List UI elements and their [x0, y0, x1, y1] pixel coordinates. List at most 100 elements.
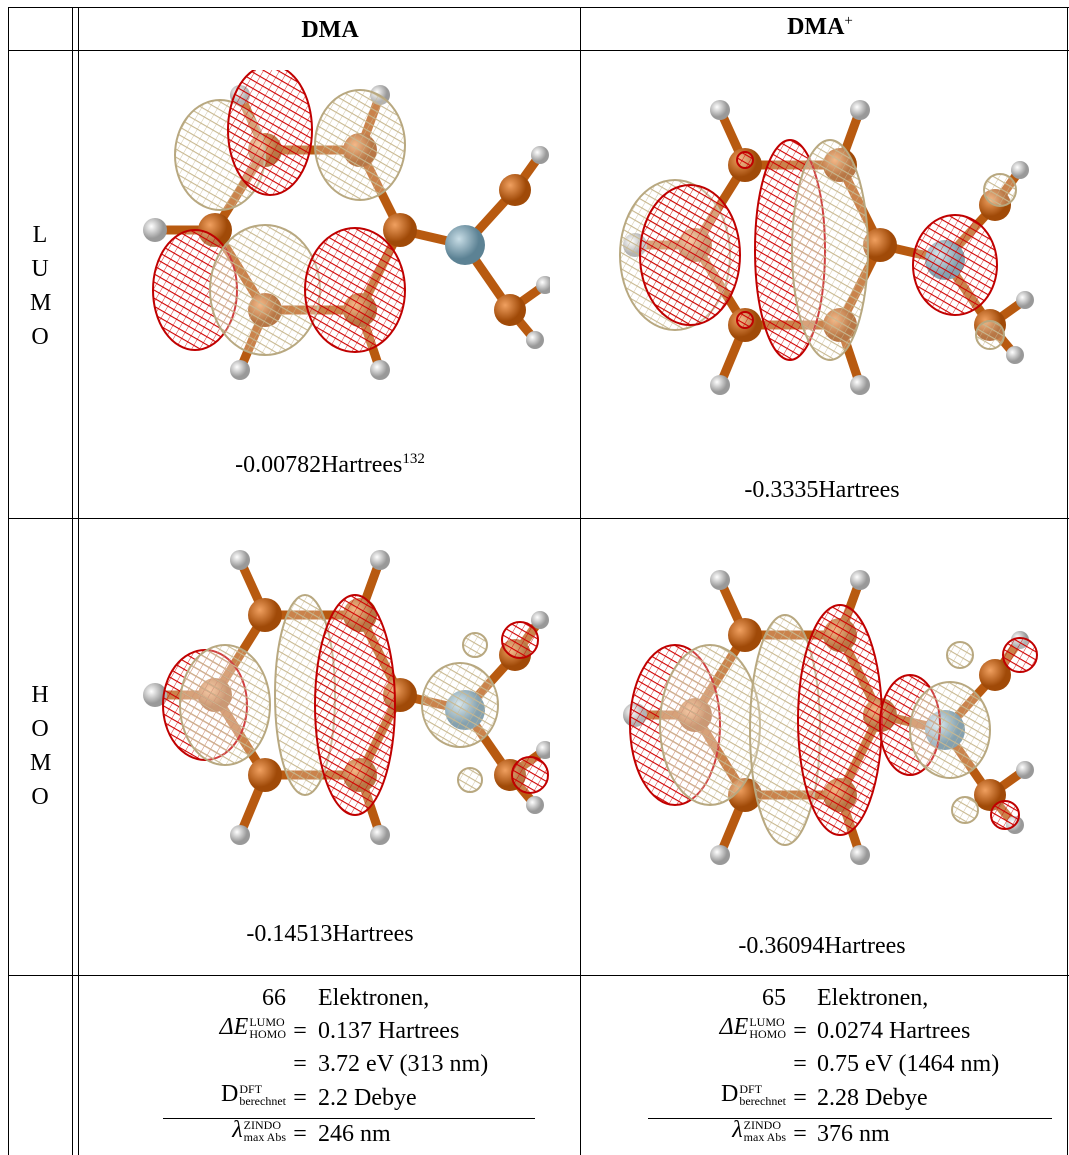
equals: = [793, 1051, 807, 1077]
atom [1006, 346, 1024, 364]
equals: = [793, 1085, 807, 1111]
value: 2.2 Debye [318, 1085, 417, 1111]
symbol-sup: DFT [239, 1082, 263, 1097]
orbital-lobe [909, 681, 991, 779]
atom [728, 618, 762, 652]
orbital-image [623, 570, 1038, 865]
symbol: ΔE LUMO HOMO [220, 1015, 286, 1040]
atom [230, 825, 250, 845]
orbital-lobe [736, 151, 754, 169]
atom [248, 758, 282, 792]
atom [1011, 161, 1029, 179]
symbol-text: λ [232, 1117, 243, 1143]
energy: -0.36094Hartrees [738, 933, 906, 959]
symbol-sub: max Abs [743, 1130, 786, 1145]
atom [370, 825, 390, 845]
atom [863, 228, 897, 262]
atom [526, 796, 544, 814]
rule [8, 50, 1069, 51]
equals: = [793, 1018, 807, 1044]
atom [248, 598, 282, 632]
rule [78, 7, 79, 1155]
atom [710, 375, 730, 395]
symbol-sup: DFT [739, 1082, 763, 1097]
orbital-lobe [951, 796, 979, 824]
energy-ref: 132 [402, 451, 425, 467]
atom [710, 570, 730, 590]
electrons-text: Elektronen, [817, 985, 929, 1011]
electrons-text: Elektronen, [318, 985, 430, 1011]
atom [531, 611, 549, 629]
orbital-lobe [501, 621, 539, 659]
rule [580, 7, 581, 1155]
symbol-text: D [221, 1081, 239, 1107]
symbol-text: ΔE [719, 1014, 749, 1040]
electrons: 65 [762, 985, 786, 1011]
atom [536, 741, 550, 759]
equals: = [793, 1121, 807, 1147]
atom [370, 360, 390, 380]
orbital-lobe [797, 604, 883, 836]
orbital-lobe [946, 641, 974, 669]
symbol-sup: ZINDO [743, 1118, 781, 1133]
orbital-lobe [421, 662, 499, 748]
atom [230, 550, 250, 570]
atom [850, 100, 870, 120]
atom [979, 659, 1011, 691]
value: 0.0274 Hartrees [817, 1018, 971, 1044]
atom [445, 225, 485, 265]
orbital-lobe [314, 594, 396, 816]
equals: = [293, 1051, 307, 1077]
atom [1016, 291, 1034, 309]
orbital-lobe [457, 767, 483, 793]
orbital-lobe [791, 139, 869, 361]
atom [494, 294, 526, 326]
rule [8, 7, 9, 1155]
orbital-lobe [462, 632, 488, 658]
value: 0.75 eV (1464 nm) [817, 1051, 1000, 1077]
atom [850, 375, 870, 395]
symbol: D DFT berechnet [221, 1082, 286, 1107]
orbital-lobe [314, 89, 406, 201]
atom [850, 845, 870, 865]
symbol-text: ΔE [219, 1014, 249, 1040]
row-label: LUMO [30, 222, 52, 350]
rule [8, 7, 1069, 8]
atom [1016, 761, 1034, 779]
orbital-lobe [975, 320, 1005, 350]
atom [850, 570, 870, 590]
orbital-lobe [304, 227, 406, 353]
atom [230, 360, 250, 380]
value: 246 nm [318, 1121, 391, 1147]
orbital-lobe [912, 214, 998, 316]
orbital-image [619, 100, 1034, 395]
column-header: DMA [301, 17, 359, 43]
atom [143, 683, 167, 707]
symbol-index: DFT berechnet [739, 1083, 786, 1107]
symbol-sub: max Abs [243, 1130, 286, 1145]
energy: -0.14513Hartrees [246, 921, 414, 947]
orbital-lobe [179, 644, 271, 766]
energy: -0.3335Hartrees [744, 477, 900, 503]
orbital-image [143, 550, 550, 845]
rule [1067, 7, 1068, 1155]
orbital-lobe [990, 800, 1020, 830]
equals: = [293, 1018, 307, 1044]
symbol-index: LUMO HOMO [249, 1016, 286, 1040]
value: 3.72 eV (313 nm) [318, 1051, 489, 1077]
symbol-sup: ZINDO [243, 1118, 281, 1133]
atom [536, 276, 550, 294]
orbital-lobe [1002, 637, 1038, 673]
rule [72, 7, 73, 1155]
rule [648, 1118, 1052, 1119]
symbol-index: ZINDO max Abs [744, 1119, 786, 1143]
energy: -0.00782Hartrees132 [235, 451, 425, 478]
equals: = [293, 1121, 307, 1147]
atom [710, 100, 730, 120]
rule [8, 518, 1069, 519]
symbol-index: ZINDO max Abs [244, 1119, 286, 1143]
symbol-text: λ [732, 1117, 743, 1143]
orbital-lobe [227, 70, 313, 196]
atom [526, 331, 544, 349]
